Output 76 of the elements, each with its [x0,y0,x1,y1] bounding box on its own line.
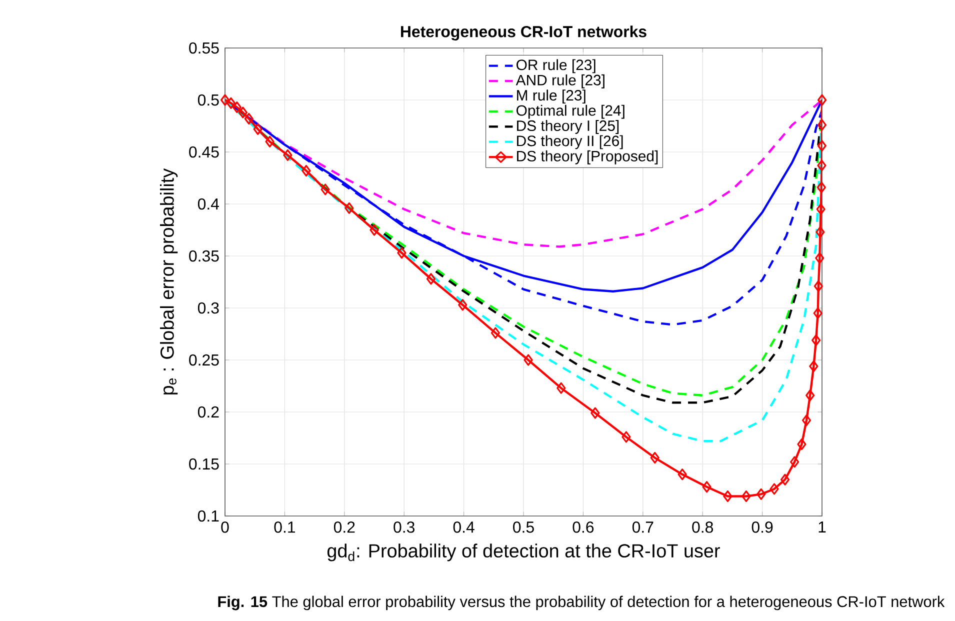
point [790,456,800,468]
x-tick-label: 0.5 [513,522,534,533]
y-tick-label: 0.1 [198,510,219,522]
point [302,164,311,177]
point [816,203,826,215]
legend-label: Optimal rule [24] [516,104,624,119]
point [809,360,818,372]
point [806,390,815,402]
point [370,224,379,236]
x-axis-title: gd$_{d}$: Probability of detection at the CR-IoT user [327,544,720,562]
y-tick-label: 0.25 [189,354,219,366]
point [253,123,262,135]
point [622,431,631,443]
point [770,483,779,495]
legend-label: OR rule [23] [516,59,596,74]
text: Fig. 15 The global error probability versus the probability of detection for a heterogeneous CR-IoT network [218,596,945,610]
point [590,407,600,419]
legend-label: DS theory II [26] [517,135,623,150]
y-tick-label: 0.4 [198,198,220,210]
point [426,273,436,285]
point [815,252,824,264]
point [320,184,330,196]
x-tick-label: 0.7 [632,522,654,533]
x-tick-label: 0.1 [274,522,295,533]
y-tick-label: 0.3 [198,302,219,314]
point [814,280,823,292]
point [813,307,822,319]
y-tick-label: 0.55 [189,42,219,54]
point [650,452,660,464]
legend-label: DS theory I [25] [517,120,619,134]
point [232,101,242,114]
x-tick-label: 0.4 [453,522,474,533]
y-tick-label: 0.2 [198,406,219,418]
point [678,468,687,480]
point [556,382,566,394]
point [817,94,827,106]
point [816,226,825,238]
x-tick-label: 0.2 [334,522,355,533]
x-tick-label: 0.6 [572,522,594,533]
y-tick-label: 0.15 [189,458,219,470]
point [797,438,806,450]
point [458,299,468,311]
point [780,474,790,486]
legend-label: DS theory [Proposed] [517,150,658,164]
point [702,481,712,493]
point [238,106,248,118]
x-tick-label: 0.3 [394,522,414,533]
point [397,247,406,259]
point [723,490,732,502]
x-tick-label: 0.9 [752,522,773,533]
point [524,354,533,366]
chart-title: Heterogeneous CR-IoT networks [401,26,646,40]
point [756,488,766,500]
point [283,149,292,161]
point [816,182,826,194]
point [817,160,826,172]
y-tick-label: 0.35 [189,250,219,262]
point [811,334,821,346]
point [817,140,826,152]
point [265,136,274,148]
point [490,327,500,339]
point [244,112,254,125]
x-tick-label: 0.8 [692,522,713,533]
point [220,94,230,106]
x-tick-label: 0 [221,522,229,533]
point [802,414,812,426]
x-tick-label: 1 [818,522,826,532]
legend-label: M rule [23] [517,90,586,104]
point [344,202,354,214]
y-tick-label: 0.5 [198,94,219,106]
y-axis-title: p$_{e}$ : Global error probability [160,168,178,394]
point [817,119,826,131]
point [742,490,751,502]
legend-label: AND rule [23] [516,74,604,88]
y-tick-label: 0.45 [189,146,219,158]
point [226,97,236,109]
